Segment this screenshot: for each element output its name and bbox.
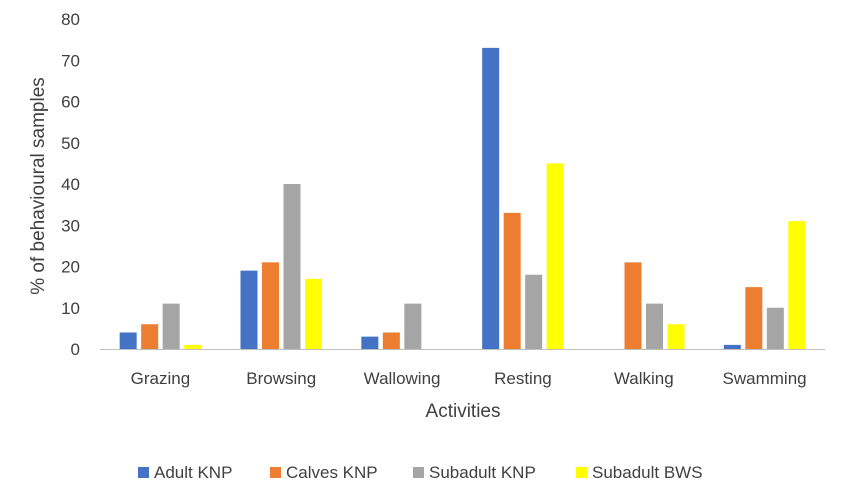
y-axis-ticks: 0 10 20 30 40 50 60 70 80: [61, 10, 80, 359]
x-tick-label: Resting: [494, 369, 552, 388]
legend-swatch: [138, 467, 149, 478]
x-tick-label: Wallowing: [364, 369, 441, 388]
bar-calves-knp-walking: [624, 262, 642, 349]
y-tick-label: 70: [61, 51, 80, 70]
legend-label: Subadult BWS: [592, 463, 703, 482]
bar-subadult-bws-walking: [667, 324, 685, 349]
legend-swatch: [576, 467, 587, 478]
y-tick-label: 60: [61, 93, 80, 112]
bar-adult-knp-wallowing: [361, 336, 379, 349]
bar-calves-knp-swamming: [745, 287, 763, 349]
legend-item: Calves KNP: [270, 463, 378, 482]
y-tick-label: 40: [61, 175, 80, 194]
bar-subadult-knp-browsing: [283, 184, 301, 349]
bar-adult-knp-browsing: [240, 270, 258, 349]
legend-label: Calves KNP: [286, 463, 378, 482]
bar-subadult-bws-browsing: [305, 278, 322, 349]
x-axis-title: Activities: [426, 401, 501, 422]
legend-item: Adult KNP: [138, 463, 232, 482]
x-tick-label: Grazing: [131, 369, 191, 388]
bar-subadult-knp-walking: [646, 303, 663, 349]
y-tick-label: 0: [71, 340, 80, 359]
legend: Adult KNP Calves KNP Subadult KNP Subadult …: [138, 463, 703, 482]
bar-subadult-bws-swamming: [788, 221, 806, 349]
x-tick-label: Browsing: [246, 369, 316, 388]
legend-label: Adult KNP: [154, 463, 232, 482]
legend-swatch: [270, 467, 281, 478]
y-tick-label: 30: [61, 216, 80, 235]
legend-item: Subadult KNP: [413, 463, 536, 482]
y-axis-title: % of behavioural samples: [28, 77, 49, 295]
bar-subadult-bws-grazing: [184, 344, 202, 349]
y-tick-label: 10: [61, 299, 80, 318]
bars: [119, 47, 806, 349]
legend-item: Subadult BWS: [576, 463, 703, 482]
bar-subadult-knp-grazing: [162, 303, 180, 349]
x-tick-label: Walking: [614, 369, 674, 388]
bar-subadult-bws-resting: [546, 163, 564, 349]
bar-subadult-knp-resting: [525, 274, 543, 349]
bar-calves-knp-grazing: [141, 324, 159, 349]
bar-adult-knp-resting: [482, 47, 500, 349]
bar-adult-knp-swamming: [723, 344, 741, 349]
x-tick-label: Swamming: [723, 369, 807, 388]
legend-label: Subadult KNP: [429, 463, 536, 482]
bar-calves-knp-resting: [503, 212, 521, 349]
y-tick-label: 50: [61, 134, 80, 153]
y-tick-label: 80: [61, 10, 80, 29]
bar-calves-knp-wallowing: [382, 332, 400, 349]
bar-adult-knp-grazing: [119, 332, 137, 349]
y-tick-label: 20: [61, 258, 80, 277]
bar-calves-knp-browsing: [262, 262, 279, 349]
bar-subadult-knp-swamming: [766, 307, 784, 349]
bar-subadult-knp-wallowing: [404, 303, 422, 349]
legend-swatch: [413, 467, 424, 478]
x-axis-ticks: Grazing Browsing Wallowing Resting Walking Sw…: [131, 369, 807, 388]
